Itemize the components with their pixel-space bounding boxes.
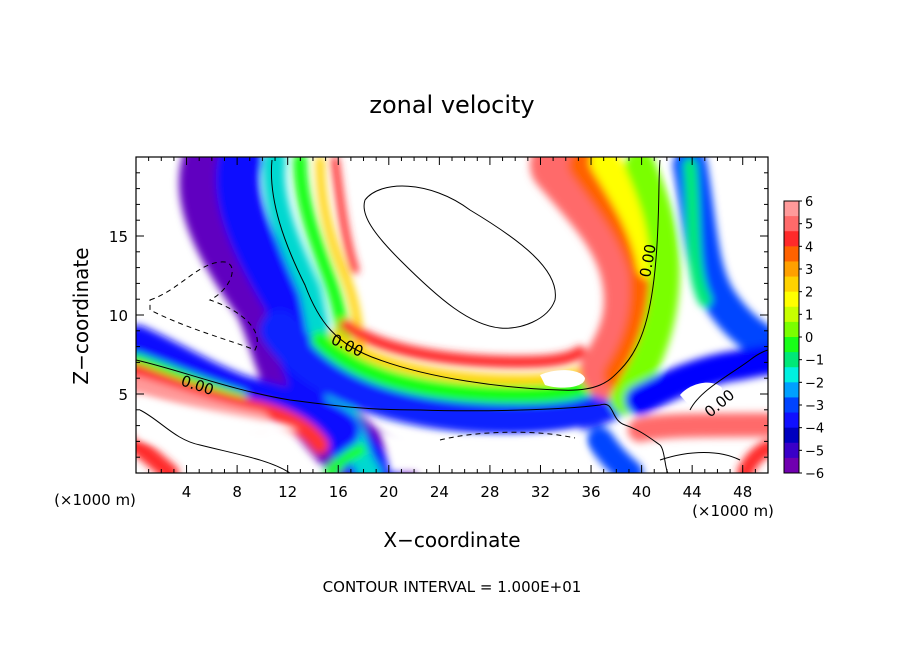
colorbar-swatch <box>784 442 799 459</box>
y-tick-label: 15 <box>109 228 128 246</box>
colorbar-label: −3 <box>805 399 824 414</box>
x-tick-label: 36 <box>581 483 600 501</box>
contour-dashed <box>149 261 576 441</box>
colorbar-label: 0 <box>805 331 813 346</box>
x-tick-label: 28 <box>480 483 499 501</box>
colorbar-swatch <box>784 397 799 414</box>
colorbar-label: 5 <box>805 218 813 233</box>
colorbar-swatch <box>784 321 799 338</box>
colorbar-label: −6 <box>805 467 824 482</box>
x-tick-label: 24 <box>430 483 449 501</box>
x-tick-label: 16 <box>329 483 348 501</box>
contour-lowleft <box>139 409 291 473</box>
contour-zero-main <box>270 159 661 391</box>
plot-area: 0.00 0.00 0.00 0.00 <box>136 157 768 473</box>
band-right-bottom <box>587 427 643 473</box>
x-tick-label: 20 <box>379 483 398 501</box>
y-tick-label: 5 <box>118 386 128 404</box>
colorbar-swatch <box>784 246 799 262</box>
contour-right-zero <box>689 349 768 411</box>
colorbar-swatch <box>784 367 799 383</box>
contour-zero-lower <box>136 359 669 473</box>
colorbar-label: 4 <box>805 240 813 255</box>
colorbar-swatch <box>784 337 799 353</box>
contour-upper-loop <box>363 185 556 329</box>
colorbar-swatch <box>784 306 799 323</box>
colorbar-label: 3 <box>805 263 813 278</box>
x-tick-label: 40 <box>632 483 651 501</box>
colorbar-label: −1 <box>805 354 824 369</box>
contour-lines <box>136 159 768 473</box>
colorbar-label: −2 <box>805 376 824 391</box>
band-left-red <box>331 157 359 274</box>
colorbar-swatch <box>784 291 799 308</box>
colorbar-label: 6 <box>805 195 813 210</box>
colorbar-swatch <box>784 382 799 398</box>
colorbar-label: −4 <box>805 422 824 437</box>
colorbar-swatch <box>784 231 799 247</box>
colorbar-label: 2 <box>805 286 813 301</box>
colorbar: 6 5 4 3 2 1 0 −1 −2 −3 −4 −5 −6 <box>783 195 824 482</box>
band-lowleft-red <box>136 363 329 454</box>
band-corner-right <box>737 440 768 473</box>
x-axis-label: X−coordinate <box>383 528 520 552</box>
white-pockets <box>136 185 722 473</box>
chart-title: zonal velocity <box>369 91 534 119</box>
x-tick-label: 4 <box>182 483 192 501</box>
y-axis-label: Z−coordinate <box>69 247 93 384</box>
colorbar-label: 1 <box>805 308 813 323</box>
plume-green <box>610 157 680 415</box>
colorbar-swatch <box>784 427 799 444</box>
x-tick-label: 8 <box>232 483 242 501</box>
band-right-teal <box>683 158 712 307</box>
x-tick-label: 44 <box>683 483 702 501</box>
x-tick-label: 32 <box>531 483 550 501</box>
colorbar-swatch <box>784 261 799 278</box>
colorbar-swatch <box>784 201 799 217</box>
colorbar-swatch <box>784 216 799 232</box>
band-left-yellow <box>316 157 364 349</box>
band-corner-left <box>136 436 179 473</box>
colorbar-swatch <box>784 352 799 368</box>
x-unit-left: (×1000 m) <box>54 491 136 509</box>
x-unit-right: (×1000 m) <box>692 502 774 520</box>
contour-interval-footer: CONTOUR INTERVAL = 1.000E+01 <box>323 578 582 596</box>
y-tick-label: 10 <box>109 307 128 325</box>
band-u-red <box>339 319 586 368</box>
x-tick-label: 12 <box>278 483 297 501</box>
colorbar-swatch <box>784 276 799 293</box>
band-right-red <box>628 413 768 442</box>
contour-lowright <box>659 452 741 461</box>
band-right-low <box>625 345 768 415</box>
colorbar-swatch <box>784 457 799 474</box>
colorbar-swatch <box>784 412 799 429</box>
contour-label: 0.00 <box>636 243 660 279</box>
velocity-shading <box>136 157 768 473</box>
x-tick-label: 48 <box>733 483 752 501</box>
y-axis: 5 10 15 <box>109 172 768 458</box>
band-bottom-green <box>324 444 366 473</box>
colorbar-label: −5 <box>805 444 824 459</box>
x-axis: 4 8 12 16 20 24 28 32 36 40 44 48 <box>148 157 756 501</box>
